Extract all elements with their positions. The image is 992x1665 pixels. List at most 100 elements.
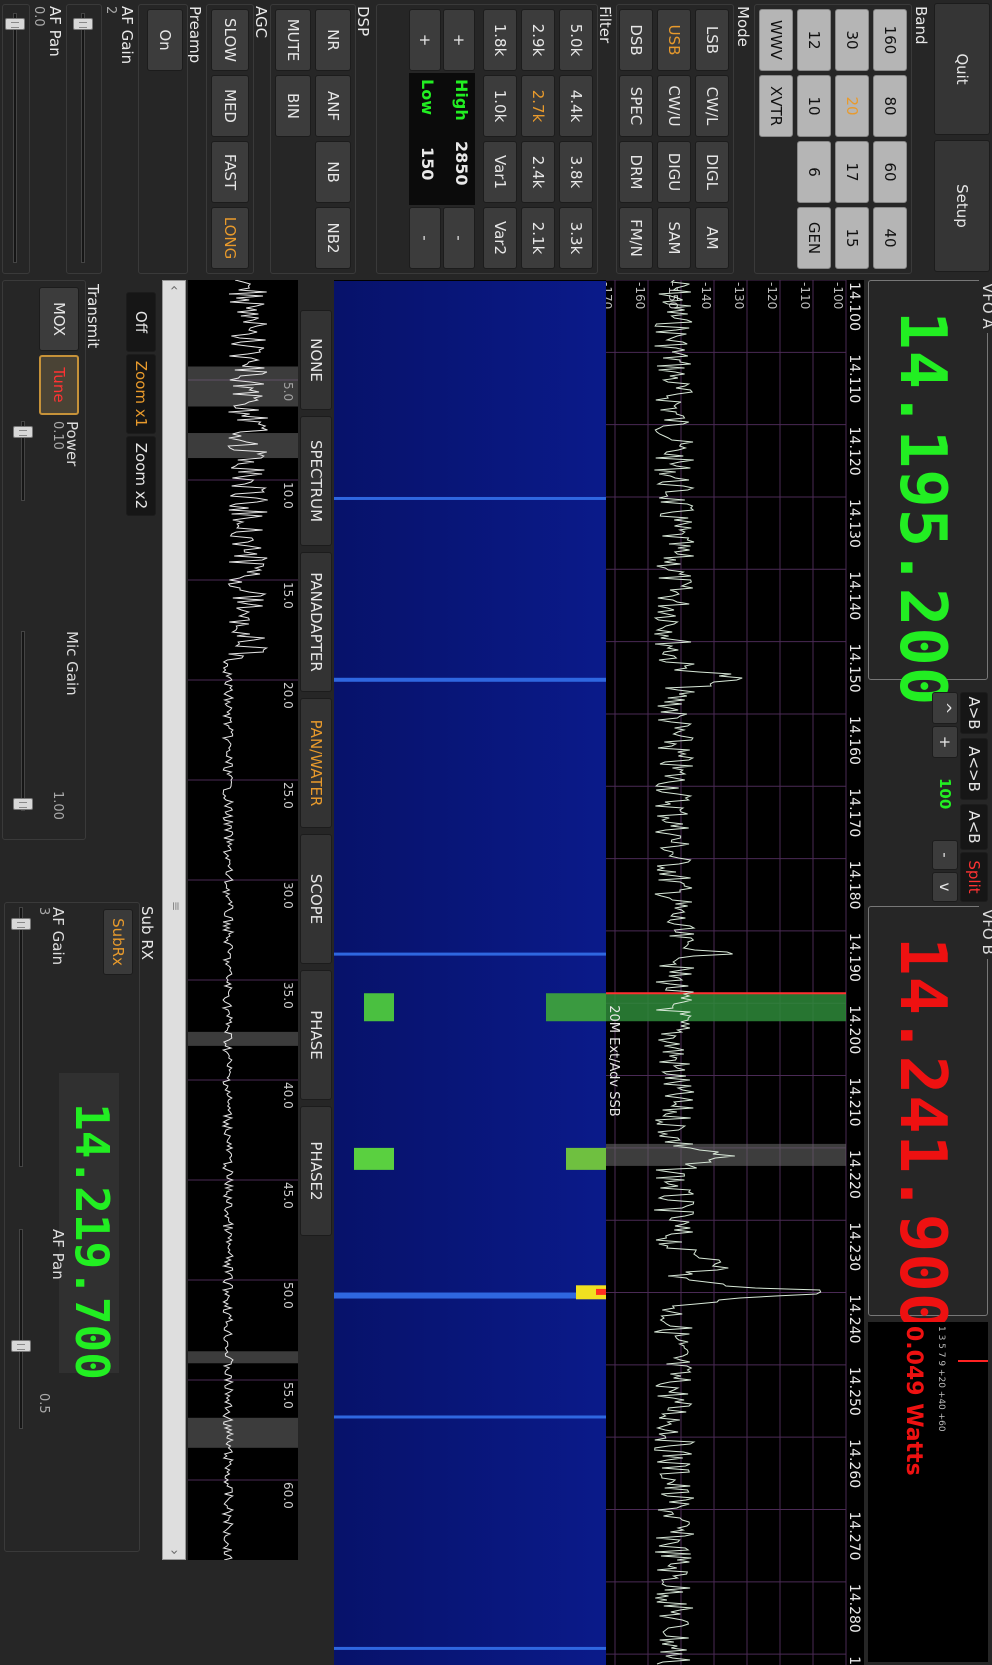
subrx-afgain-slider[interactable]: [11, 907, 31, 1167]
band-30-button[interactable]: 30: [835, 9, 869, 71]
vfob-frequency[interactable]: 14.241.900: [885, 937, 959, 1333]
band-10-button[interactable]: 10: [797, 75, 831, 137]
filter-high-plus-button[interactable]: +: [443, 9, 475, 71]
filter-2-7k-button[interactable]: 2.7k: [521, 75, 555, 137]
filter-5-0k-button[interactable]: 5.0k: [559, 9, 593, 71]
vfo-swap-button[interactable]: A<>B: [960, 738, 988, 800]
band-gen-button[interactable]: GEN: [797, 207, 831, 269]
filter-3-3k-button[interactable]: 3.3k: [559, 207, 593, 269]
band-6-button[interactable]: 6: [797, 141, 831, 203]
band-15-button[interactable]: 15: [835, 207, 869, 269]
vfo-step-minus-button[interactable]: -: [932, 840, 958, 870]
scroll-left-icon[interactable]: ‹: [166, 285, 182, 291]
vfo-b-to-a-button[interactable]: A<B: [960, 804, 988, 850]
band-17-button[interactable]: 17: [835, 141, 869, 203]
display-phase2-button[interactable]: PHASE2: [300, 1106, 332, 1236]
panadapter-waterfall[interactable]: 14.100 14.110 14.120 14.130 14.140 14.150 14.1…: [334, 280, 864, 1665]
band-40-button[interactable]: 40: [873, 207, 907, 269]
dsp-nb-button[interactable]: NB: [315, 141, 351, 203]
split-button[interactable]: Split: [960, 852, 988, 902]
power-slider[interactable]: [13, 421, 33, 501]
vfoa-frequency[interactable]: 14.195.200: [885, 311, 959, 707]
preamp-on-button[interactable]: On: [147, 9, 183, 71]
display-spectrum-button[interactable]: SPECTRUM: [300, 416, 332, 546]
filter-2-9k-button[interactable]: 2.9k: [521, 9, 555, 71]
power-slider-handle[interactable]: [13, 426, 33, 438]
pana-db-label: -100: [831, 282, 845, 309]
band-80-button[interactable]: 80: [873, 75, 907, 137]
setup-button[interactable]: Setup: [934, 140, 990, 272]
agc-long-button[interactable]: LONG: [211, 207, 249, 269]
mox-button[interactable]: MOX: [39, 287, 79, 351]
band-wwv-button[interactable]: WWV: [759, 9, 793, 71]
subrx-frequency[interactable]: 14.219.700: [65, 1103, 119, 1380]
band-xvtr-button[interactable]: XVTR: [759, 75, 793, 137]
zoom-x2-button[interactable]: Zoom x2: [126, 436, 156, 516]
filter-var1-button[interactable]: Var1: [483, 141, 517, 203]
agc-slow-button[interactable]: SLOW: [211, 9, 249, 71]
band-12-button[interactable]: 12: [797, 9, 831, 71]
zoom-off-button[interactable]: Off: [126, 292, 156, 352]
band-60-button[interactable]: 60: [873, 141, 907, 203]
subrx-afpan-slider[interactable]: [11, 1229, 31, 1429]
dsp-anf-button[interactable]: ANF: [315, 75, 351, 137]
mode-lsb-button[interactable]: LSB: [695, 9, 729, 71]
mute-button[interactable]: MUTE: [275, 9, 311, 71]
filter-var2-button[interactable]: Var2: [483, 207, 517, 269]
afgain-slider-handle[interactable]: [73, 18, 93, 30]
mode-usb-button[interactable]: USB: [657, 9, 691, 71]
filter-1-8k-button[interactable]: 1.8k: [483, 9, 517, 71]
mode-spec-button[interactable]: SPEC: [619, 75, 653, 137]
vfo-a-to-b-button[interactable]: A>B: [960, 692, 988, 734]
subrx-afgain-slider-handle[interactable]: [11, 918, 31, 930]
mode-digl-button[interactable]: DIGL: [695, 141, 729, 203]
band-160-button[interactable]: 160: [873, 9, 907, 71]
zoom-x1-button[interactable]: Zoom x1: [126, 354, 156, 434]
agc-med-button[interactable]: MED: [211, 75, 249, 137]
display-pan-water-button[interactable]: PAN/WATER: [300, 698, 332, 828]
dsp-title: DSP: [354, 6, 372, 37]
filter-4-4k-button[interactable]: 4.4k: [559, 75, 593, 137]
filter-low-plus-button[interactable]: +: [409, 9, 441, 71]
subrx-afpan-slider-handle[interactable]: [11, 1340, 31, 1352]
afpan-slider-handle[interactable]: [5, 18, 25, 30]
mode-fm-n-button[interactable]: FM/N: [619, 207, 653, 269]
agc-fast-button[interactable]: FAST: [211, 141, 249, 203]
scroll-grip-icon[interactable]: ≡: [169, 901, 183, 912]
mode-digu-button[interactable]: DIGU: [657, 141, 691, 203]
display-panadapter-button[interactable]: PANADAPTER: [300, 552, 332, 692]
filter-3-8k-button[interactable]: 3.8k: [559, 141, 593, 203]
vfo-step-up-button[interactable]: ^: [932, 692, 958, 724]
filter-high-minus-button[interactable]: -: [443, 207, 475, 269]
mode-cw-l-button[interactable]: CW/L: [695, 75, 729, 137]
filter-2-1k-button[interactable]: 2.1k: [521, 207, 555, 269]
filter-1-0k-button[interactable]: 1.0k: [483, 75, 517, 137]
vfo-step-plus-button[interactable]: +: [932, 726, 958, 758]
mode-drm-button[interactable]: DRM: [619, 141, 653, 203]
band-20-button[interactable]: 20: [835, 75, 869, 137]
mode-cw-u-button[interactable]: CW/U: [657, 75, 691, 137]
afgain-slider[interactable]: [73, 13, 93, 263]
afpan-slider[interactable]: [5, 13, 25, 263]
frequency-scrollbar[interactable]: ‹ ≡ ›: [162, 280, 186, 1560]
mode-sam-button[interactable]: SAM: [657, 207, 691, 269]
scroll-right-icon[interactable]: ›: [166, 1549, 182, 1555]
mic-gain-slider[interactable]: [13, 631, 33, 811]
subrx-button[interactable]: SubRx: [103, 909, 133, 975]
bin-button[interactable]: BIN: [275, 75, 311, 137]
pana-freq-label: 14.250: [846, 1367, 862, 1416]
mic-gain-slider-handle[interactable]: [13, 798, 33, 810]
dsp-nb2-button[interactable]: NB2: [315, 207, 351, 269]
filter-low-minus-button[interactable]: -: [409, 207, 441, 269]
display-none-button[interactable]: NONE: [300, 310, 332, 410]
display-scope-button[interactable]: SCOPE: [300, 834, 332, 964]
display-phase-button[interactable]: PHASE: [300, 970, 332, 1100]
spectrum-trace: [653, 280, 822, 1665]
dsp-nr-button[interactable]: NR: [315, 9, 351, 71]
tune-button[interactable]: Tune: [39, 355, 79, 415]
mode-am-button[interactable]: AM: [695, 207, 729, 269]
mode-dsb-button[interactable]: DSB: [619, 9, 653, 71]
vfo-step-down-button[interactable]: v: [932, 872, 958, 902]
filter-2-4k-button[interactable]: 2.4k: [521, 141, 555, 203]
quit-button[interactable]: Quit: [934, 3, 990, 135]
